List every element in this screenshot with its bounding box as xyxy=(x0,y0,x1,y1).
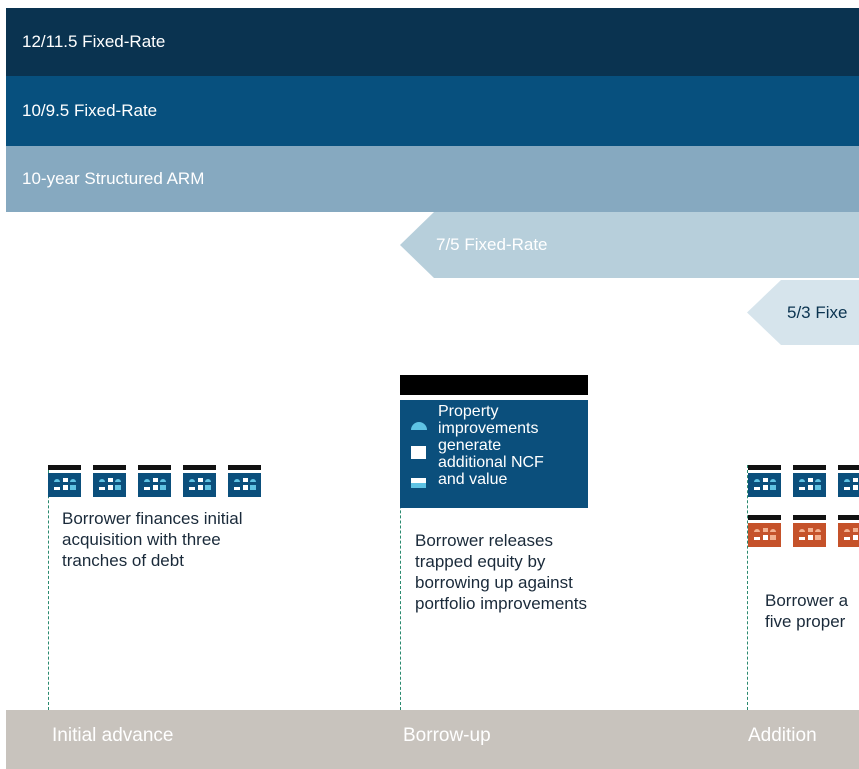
building-row xyxy=(48,465,261,497)
timeline-marker xyxy=(48,465,49,710)
timeline-marker xyxy=(400,465,401,710)
legend-box: Property improvements generate additiona… xyxy=(400,400,588,508)
stage-label: Addition xyxy=(748,725,817,746)
caption: Borrower finances initial acquisition wi… xyxy=(62,509,243,570)
caption: Borrower a five proper xyxy=(765,591,849,631)
caption: Borrower releases trapped equity by borr… xyxy=(415,531,587,613)
band: 10-year Structured ARM xyxy=(6,146,859,212)
legend-text: Property improvements generate additiona… xyxy=(438,403,544,488)
building-row xyxy=(748,465,859,497)
legend-header xyxy=(400,375,588,395)
band: 12/11.5 Fixed-Rate xyxy=(6,8,859,76)
band: 10/9.5 Fixed-Rate xyxy=(6,76,859,146)
band: 5/3 Fixe xyxy=(747,280,859,345)
stage-bar xyxy=(6,710,859,769)
stage-label: Borrow-up xyxy=(403,725,491,746)
band: 7/5 Fixed-Rate xyxy=(400,212,859,278)
building-row xyxy=(748,515,859,547)
timeline-marker xyxy=(747,465,748,710)
stage-label: Initial advance xyxy=(52,725,174,746)
legend-icons xyxy=(411,422,427,488)
